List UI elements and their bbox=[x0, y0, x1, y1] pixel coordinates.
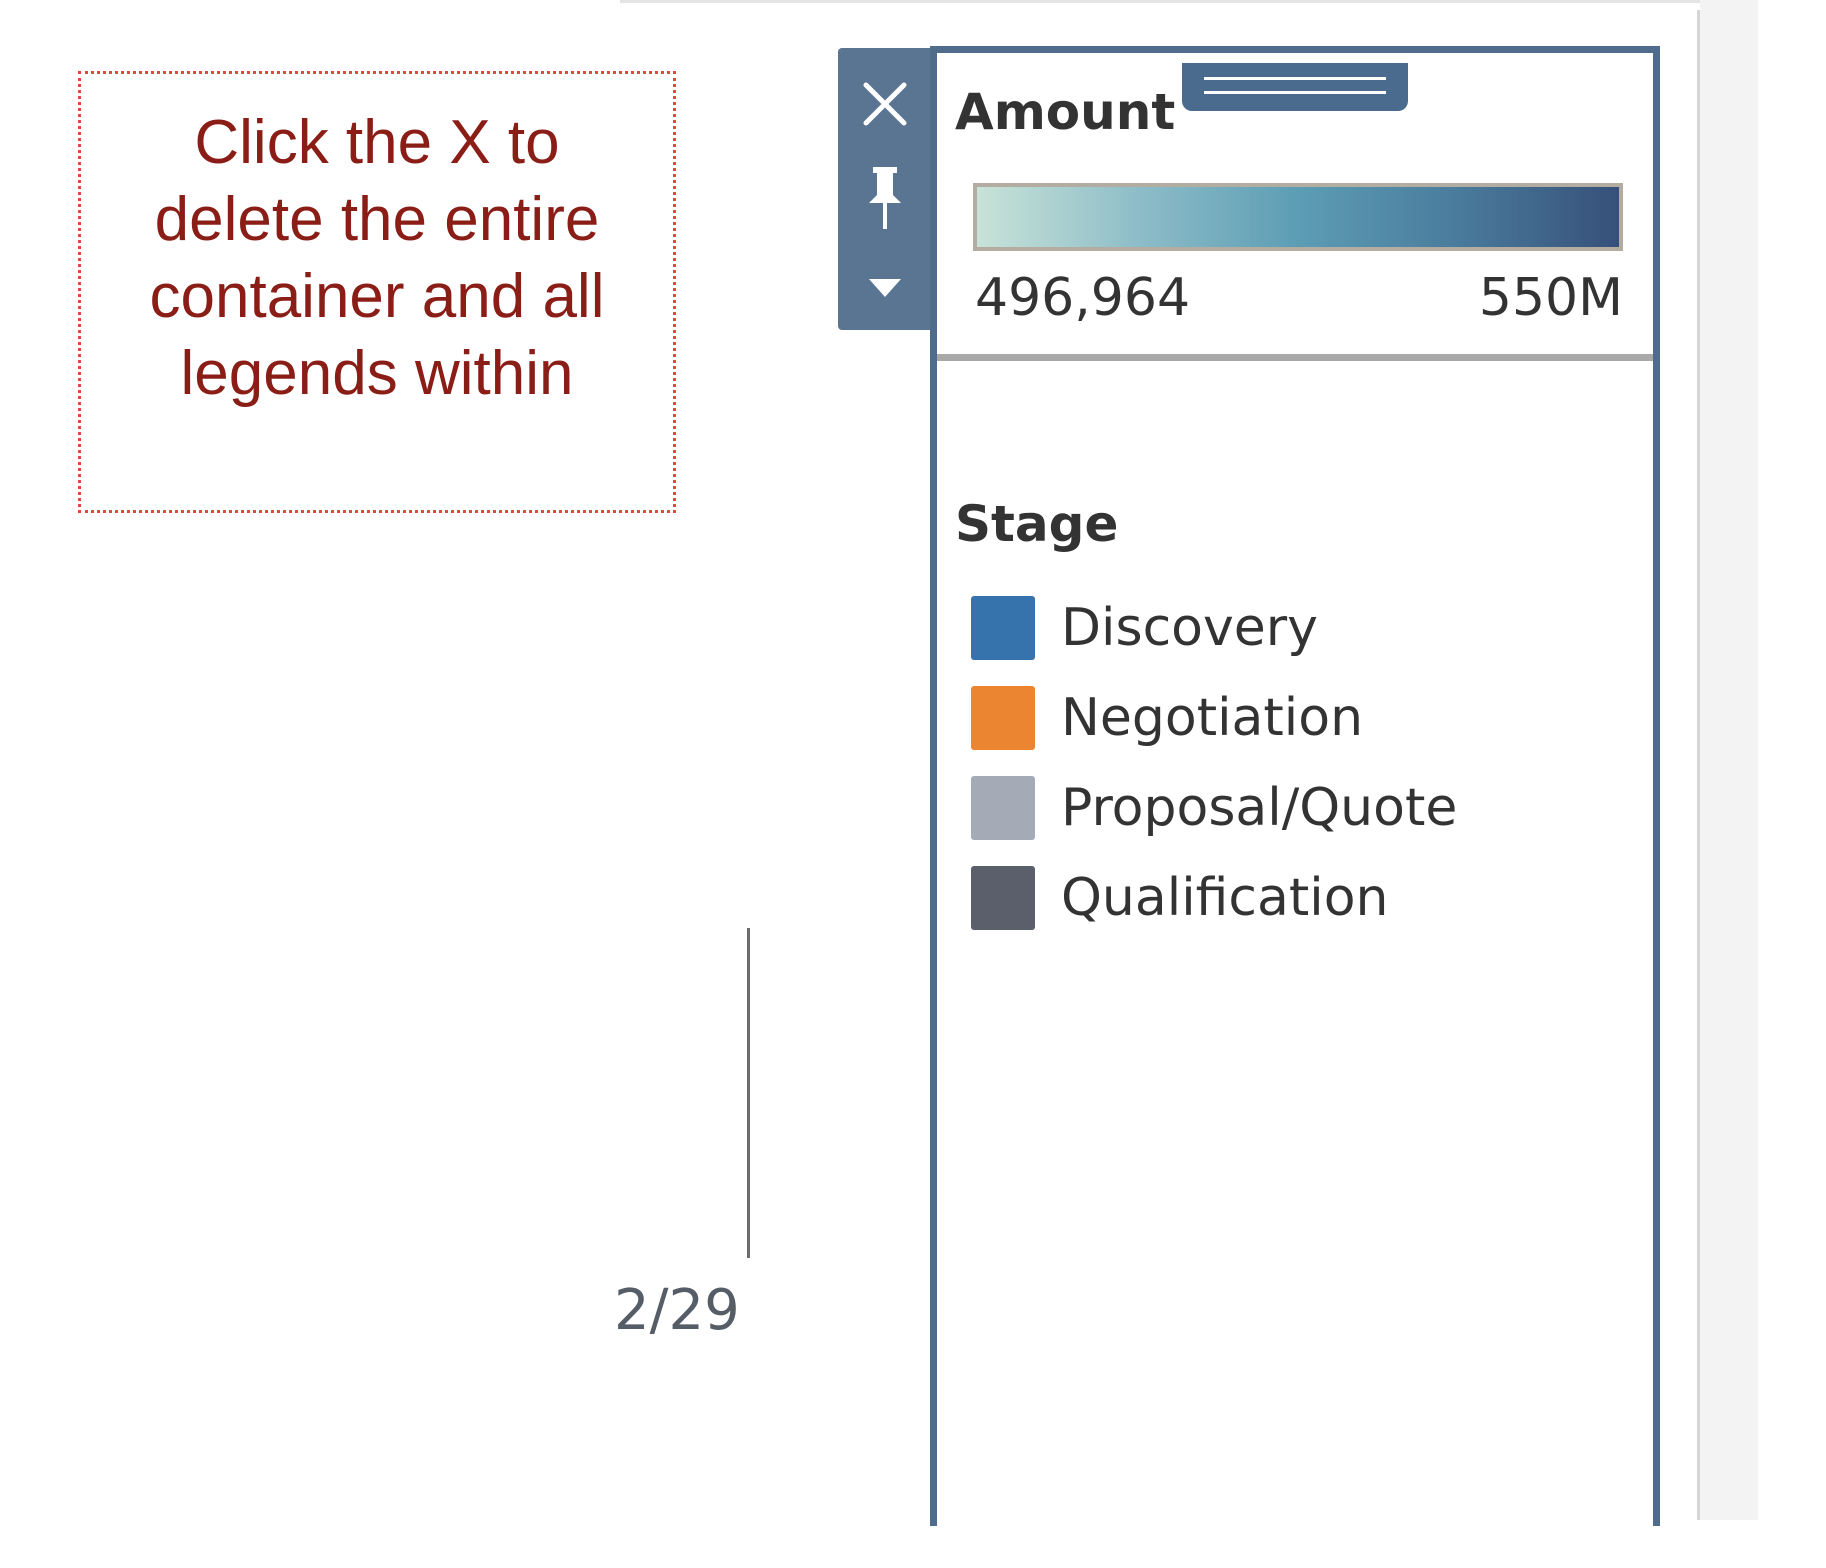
stage-legend-label: Discovery bbox=[1061, 598, 1318, 658]
right-gutter bbox=[1700, 0, 1758, 1520]
stage-color-swatch bbox=[971, 596, 1035, 660]
close-container-button[interactable] bbox=[838, 64, 932, 144]
close-icon bbox=[863, 82, 907, 126]
drag-handle-line bbox=[1204, 77, 1386, 80]
instruction-callout: Click the X to delete the entire contain… bbox=[78, 71, 676, 513]
timeline-marker-label: 2/29 bbox=[614, 1278, 740, 1343]
stage-legend-list: Discovery Negotiation Proposal/Quote Qua… bbox=[971, 583, 1457, 943]
amount-min-label: 496,964 bbox=[975, 268, 1191, 328]
stage-color-swatch bbox=[971, 776, 1035, 840]
pin-icon bbox=[869, 167, 901, 229]
stage-legend-item[interactable]: Negotiation bbox=[971, 673, 1457, 763]
amount-color-gradient bbox=[973, 183, 1623, 251]
drag-handle-line bbox=[1204, 91, 1386, 94]
container-toolbar bbox=[838, 48, 932, 330]
amount-max-label: 550M bbox=[1478, 268, 1623, 328]
dropdown-triangle-icon bbox=[869, 279, 901, 297]
stage-legend-item[interactable]: Proposal/Quote bbox=[971, 763, 1457, 853]
legend-container[interactable]: Amount 496,964 550M Stage Discovery Nego… bbox=[930, 46, 1660, 1526]
container-menu-button[interactable] bbox=[838, 248, 932, 328]
drag-handle[interactable] bbox=[1182, 63, 1408, 111]
amount-legend[interactable]: Amount 496,964 550M bbox=[937, 53, 1653, 361]
stage-color-swatch bbox=[971, 866, 1035, 930]
timeline-marker-line bbox=[747, 928, 750, 1258]
pin-container-button[interactable] bbox=[838, 158, 932, 238]
stage-legend-item[interactable]: Discovery bbox=[971, 583, 1457, 673]
stage-legend-label: Negotiation bbox=[1061, 688, 1364, 748]
stage-legend-label: Qualification bbox=[1061, 868, 1389, 928]
canvas-edge bbox=[1697, 10, 1700, 1520]
amount-legend-title: Amount bbox=[955, 83, 1176, 141]
stage-legend-item[interactable]: Qualification bbox=[971, 853, 1457, 943]
stage-color-swatch bbox=[971, 686, 1035, 750]
stage-legend-title: Stage bbox=[955, 495, 1119, 553]
instruction-callout-text: Click the X to delete the entire contain… bbox=[149, 108, 605, 408]
stage-legend-label: Proposal/Quote bbox=[1061, 778, 1458, 838]
